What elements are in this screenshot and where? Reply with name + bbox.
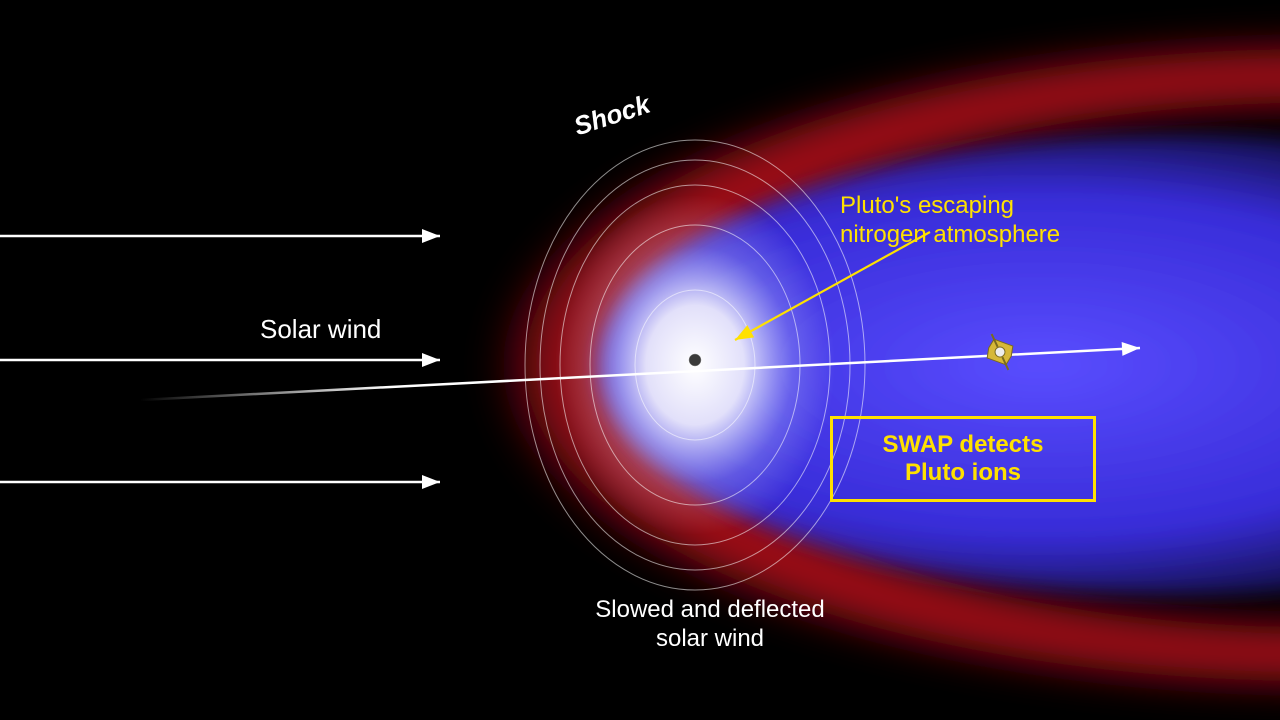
diagram-stage: { "canvas": {"w":1280,"h":720,"bg":"#000… xyxy=(0,0,1280,720)
swap-line1: SWAP detects xyxy=(833,431,1093,459)
solar-wind-label: Solar wind xyxy=(260,314,381,345)
swap-detection-box: SWAP detects Pluto ions xyxy=(830,416,1096,502)
slowed-wind-label: Slowed and deflected solar wind xyxy=(595,596,825,654)
solar-wind-text: Solar wind xyxy=(260,314,381,344)
pluto xyxy=(689,354,701,366)
swap-line2: Pluto ions xyxy=(833,459,1093,487)
slowed-wind-text: Slowed and deflected solar wind xyxy=(595,596,825,652)
atmosphere-text: Pluto's escaping nitrogen atmosphere xyxy=(840,192,1060,248)
atmosphere-label: Pluto's escaping nitrogen atmosphere xyxy=(840,192,1060,250)
